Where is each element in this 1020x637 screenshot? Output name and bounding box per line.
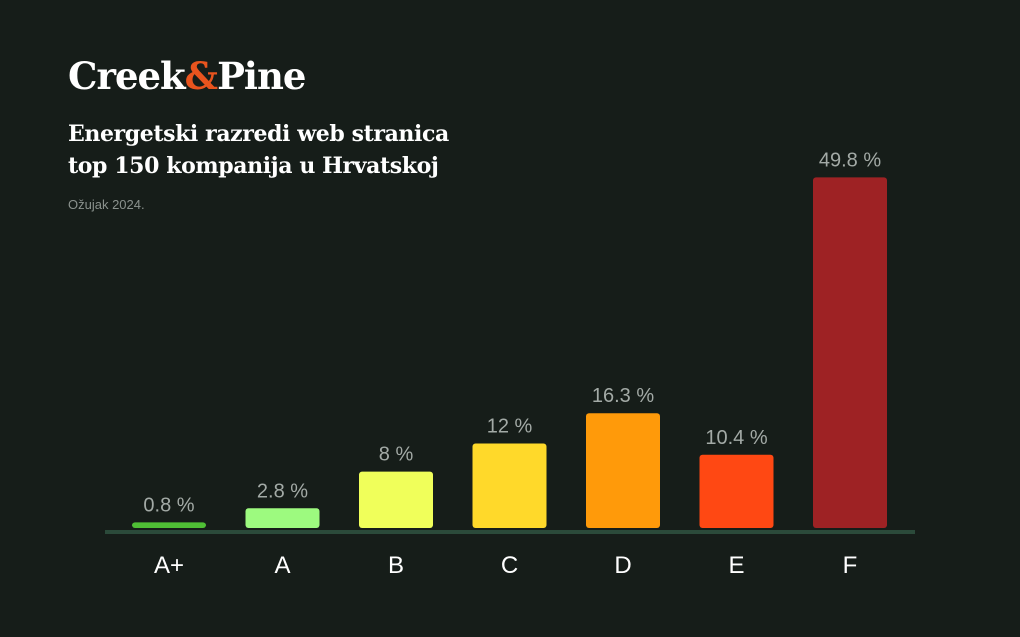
bar-d xyxy=(586,413,660,528)
data-label: 49.8 % xyxy=(819,149,881,171)
x-tick-label: C xyxy=(501,552,518,579)
data-label: 0.8 % xyxy=(143,494,194,516)
brand-logo: Creek&Pine xyxy=(68,54,306,98)
chart-subtitle: Ožujak 2024. xyxy=(68,197,145,212)
x-tick-label: A+ xyxy=(154,552,184,579)
bar-e xyxy=(699,454,774,528)
x-tick-label: B xyxy=(388,552,404,579)
data-label: 8 % xyxy=(379,444,414,466)
data-label: 2.8 % xyxy=(257,480,308,502)
x-tick-label: E xyxy=(728,552,744,579)
x-tick-label: D xyxy=(614,552,631,579)
bar-a xyxy=(245,508,320,528)
data-label: 12 % xyxy=(487,416,533,438)
data-label: 16.3 % xyxy=(592,385,654,407)
chart-title: Energetski razredi web stranica top 150 … xyxy=(68,118,449,182)
brand-name-part1: Creek xyxy=(68,54,186,98)
brand-name-part2: Pine xyxy=(217,54,306,98)
x-tick-label: A xyxy=(274,552,290,579)
bar-c xyxy=(472,443,547,528)
x-tick-label: F xyxy=(843,552,858,579)
brand-ampersand: & xyxy=(184,54,218,98)
chart-title-line1: Energetski razredi web stranica xyxy=(68,121,449,147)
bar-a-plus xyxy=(132,522,206,528)
bar-f xyxy=(813,177,887,528)
chart-title-line2: top 150 kompanija u Hrvatskoj xyxy=(68,153,439,179)
bar-b xyxy=(359,471,433,528)
data-label: 10.4 % xyxy=(705,427,767,449)
